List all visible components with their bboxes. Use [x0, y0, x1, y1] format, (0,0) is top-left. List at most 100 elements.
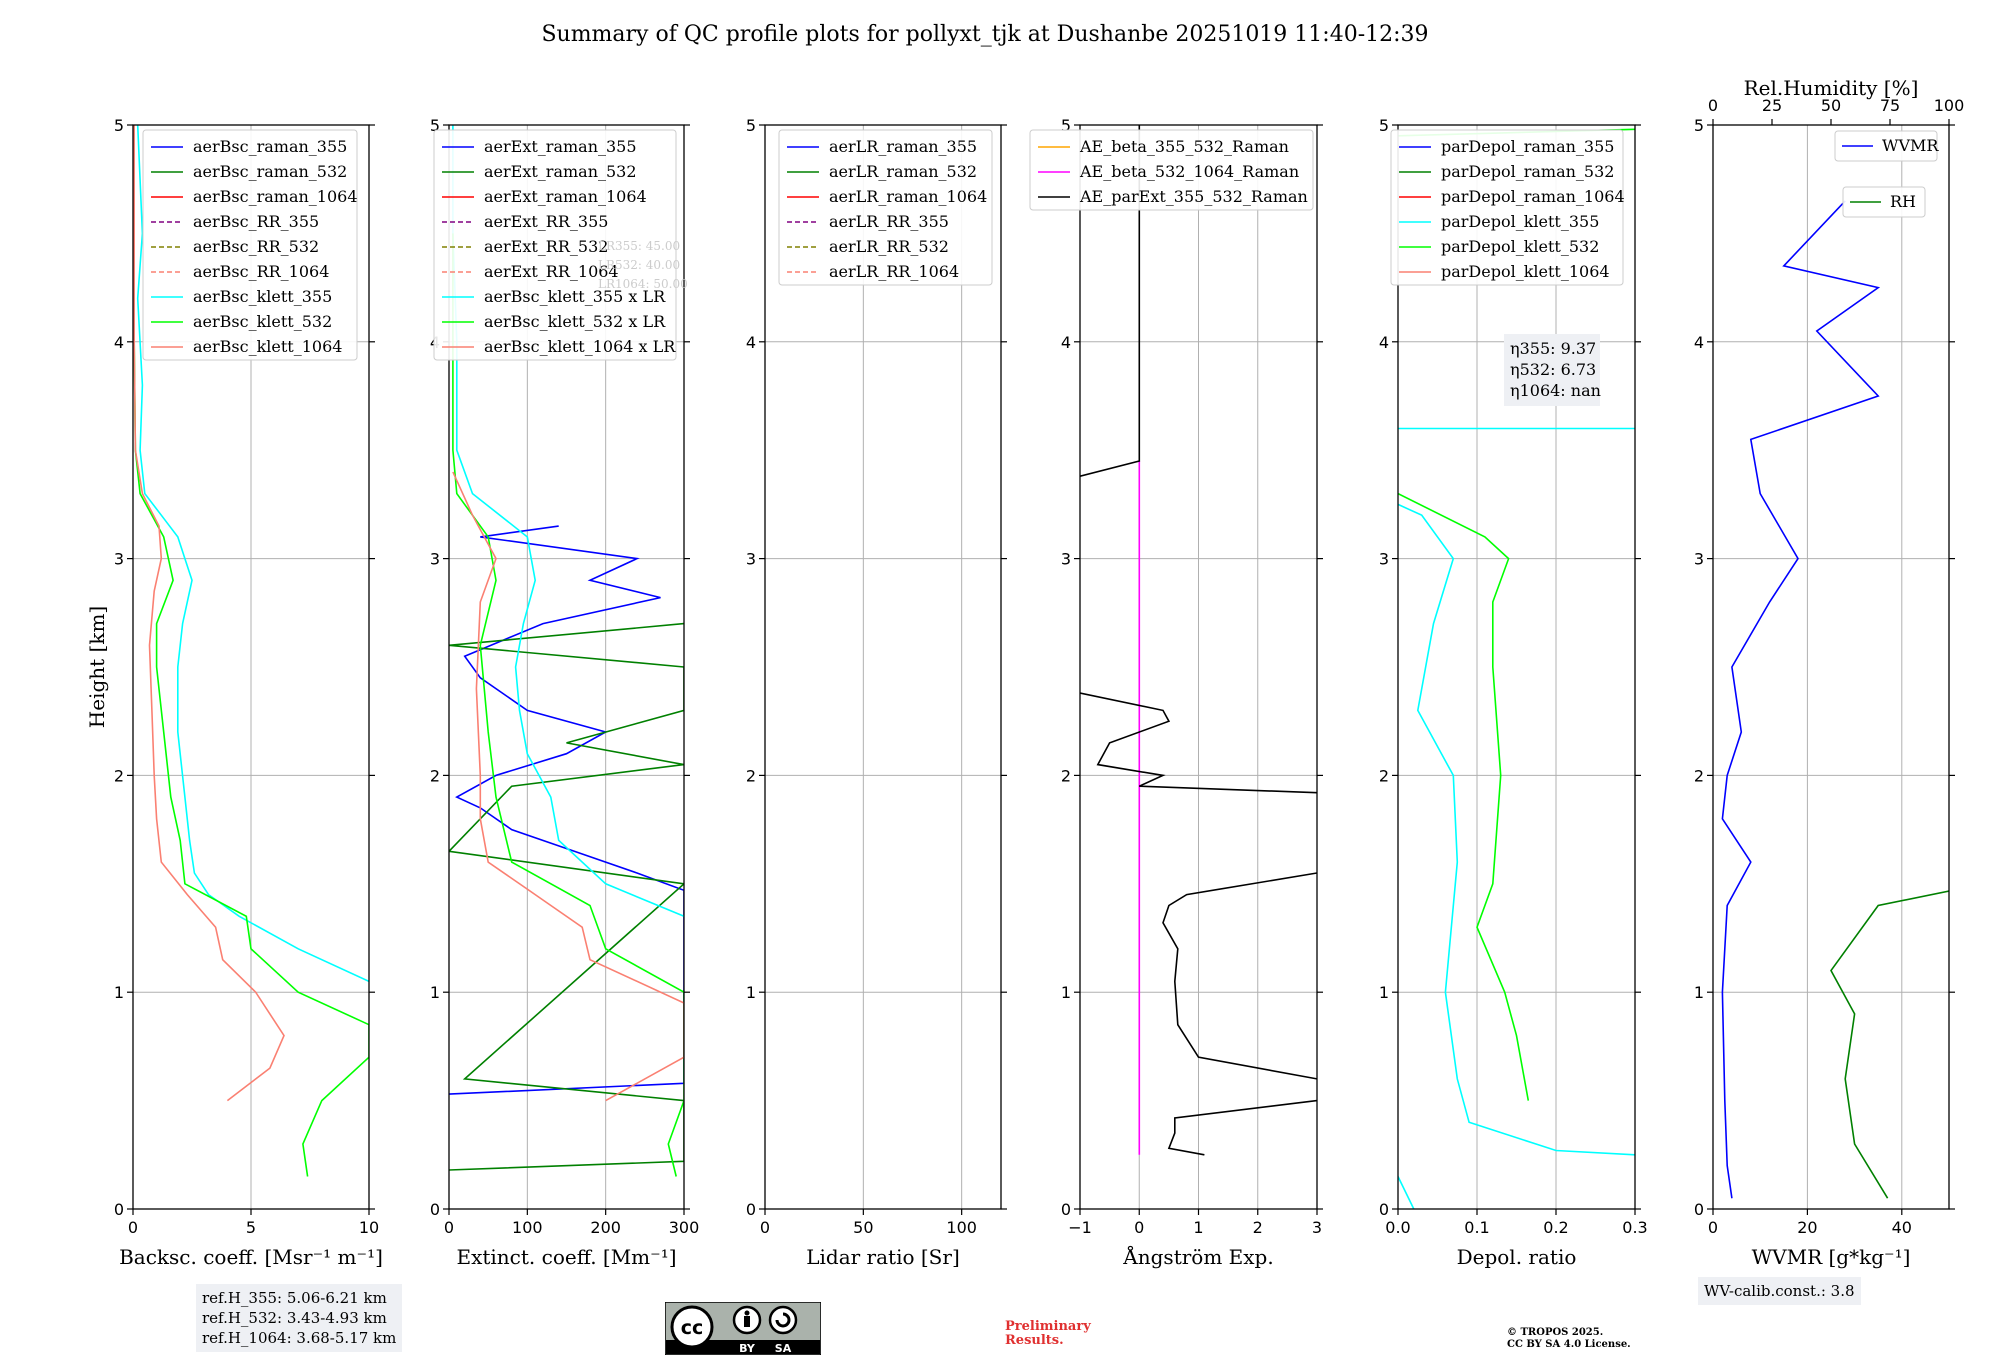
axes-frame — [1712, 124, 1950, 1210]
legend-box-rh — [1842, 186, 1926, 218]
y-tick-label: 1 — [114, 983, 124, 1002]
x-tick-label: 0 — [1134, 1218, 1144, 1237]
eta-label: η1064: nan — [1510, 381, 1601, 400]
panel-extinction: 0100200300012345Extinct. coeff. [Mm⁻¹]ae… — [430, 116, 699, 1269]
y-tick-label: 1 — [1061, 983, 1071, 1002]
legend-label: AE_beta_355_532_Raman — [1079, 137, 1289, 156]
x-tick-label: 0 — [128, 1218, 138, 1237]
y-tick-label: 3 — [114, 550, 124, 569]
legend-box — [142, 129, 358, 361]
y-tick-label: 3 — [746, 550, 756, 569]
lr-overlay-label: LR532: 40.00 — [598, 258, 680, 272]
y-tick-label: 2 — [114, 766, 124, 785]
legend-label: aerBsc_raman_1064 — [193, 187, 358, 206]
x-tick-label: 20 — [1797, 1218, 1817, 1237]
x-tick-label: 3 — [1312, 1218, 1322, 1237]
legend-label: RH — [1890, 192, 1916, 211]
y-tick-label: 2 — [1379, 766, 1389, 785]
top-x-tick-label: 25 — [1762, 96, 1782, 115]
top-x-tick-label: 100 — [1934, 96, 1965, 115]
sa-text: SA — [775, 1342, 792, 1355]
legend-label: aerLR_raman_532 — [829, 162, 977, 181]
series-aerBsc_klett_532 x LR — [452, 233, 684, 1177]
x-tick-label: 200 — [590, 1218, 621, 1237]
y-axis-label: Height [km] — [85, 606, 109, 728]
series-parDepol_klett_355 — [1398, 1176, 1415, 1209]
top-x-tick-label: 0 — [1708, 96, 1718, 115]
y-tick-label: 5 — [746, 116, 756, 135]
legend-label: aerBsc_klett_355 x LR — [484, 287, 666, 306]
legend-label: aerBsc_klett_1064 x LR — [484, 337, 676, 356]
x-tick-label: 100 — [946, 1218, 977, 1237]
y-tick-label: 4 — [1694, 333, 1704, 352]
y-tick-label: 5 — [430, 116, 440, 135]
legend-label: aerBsc_klett_1064 — [193, 337, 342, 356]
panel-water_vapor: 0 20 40 0 1 2 3 4 5 WVMR [g*kg⁻¹] 0 25 50 75 100 Rel.Hu… — [1694, 76, 1965, 1269]
y-tick-label: 2 — [430, 766, 440, 785]
x-tick-label: 0 — [760, 1218, 770, 1237]
cc-badge-text: cc — [681, 1317, 704, 1339]
x-tick-label: 2 — [1253, 1218, 1263, 1237]
sa-icon — [768, 1305, 798, 1335]
lr-overlay-label: LR355: 45.00 — [598, 239, 680, 253]
series-aerBsc_klett_532 — [133, 125, 369, 1177]
eta-label: η355: 9.37 — [1510, 339, 1596, 358]
series-group — [1398, 128, 1635, 1209]
legend-label: aerLR_RR_355 — [829, 212, 949, 231]
series-group — [1080, 125, 1317, 1156]
legend-label: aerBsc_RR_355 — [193, 212, 319, 231]
y-tick-label: 4 — [746, 333, 756, 352]
series-aerBsc_klett_1064 — [133, 125, 285, 1102]
y-tick-label: 3 — [1061, 550, 1071, 569]
x-tick-label: 300 — [669, 1218, 700, 1237]
y-tick-label: 2 — [1061, 766, 1071, 785]
x-tick-label: 0 — [444, 1218, 454, 1237]
x-axis-label: Extinct. coeff. [Mm⁻¹] — [456, 1245, 676, 1269]
y-tick-label: 1 — [430, 983, 440, 1002]
panel-lidar_ratio: 0 50 100 0 1 2 3 4 5 Lidar ratio [Sr] aerLR_raman_… — [746, 116, 1007, 1269]
top-x-tick-label: 75 — [1880, 96, 1900, 115]
axes-frame — [448, 124, 685, 1210]
x-axis-label: Depol. ratio — [1457, 1245, 1577, 1269]
wv-calibration-note: WV-calib.const.: 3.8 — [1698, 1277, 1861, 1305]
x-tick-label: 0 — [1708, 1218, 1718, 1237]
legend-box — [1029, 129, 1314, 211]
y-tick-label: 3 — [1379, 550, 1389, 569]
axes-frame — [764, 124, 1002, 1210]
legend-label: aerBsc_raman_355 — [193, 137, 347, 156]
legend-label: aerBsc_klett_532 x LR — [484, 312, 666, 331]
x-tick-label: 5 — [246, 1218, 256, 1237]
legend-label: aerLR_raman_1064 — [829, 187, 987, 206]
eta-box — [1504, 334, 1600, 406]
series-RH — [1830, 890, 1949, 1199]
legend-label: aerExt_raman_1064 — [484, 187, 647, 206]
series-AE_parExt_355_532_Raman — [1080, 125, 1141, 477]
y-tick-label: 5 — [1061, 116, 1071, 135]
y-tick-label: 1 — [1694, 983, 1704, 1002]
x-axis-label: Ångström Exp. — [1122, 1244, 1273, 1269]
legend-label: aerBsc_RR_532 — [193, 237, 319, 256]
legend-label: parDepol_raman_532 — [1441, 162, 1614, 181]
legend-label: aerExt_raman_355 — [484, 137, 637, 156]
x-tick-label: 50 — [853, 1218, 873, 1237]
legend-label: parDepol_raman_1064 — [1441, 187, 1625, 206]
axes-frame — [1079, 124, 1318, 1210]
x-axis-label: Backsc. coeff. [Msr⁻¹ m⁻¹] — [119, 1245, 383, 1269]
series-WVMR — [1721, 200, 1881, 1199]
legend-box — [778, 129, 993, 286]
preliminary-results-note: Preliminary Results. — [1005, 1319, 1091, 1348]
series-aerExt_raman_355 — [449, 525, 684, 1095]
series-AE_parExt_355_532_Raman — [1167, 1099, 1317, 1156]
top-x-axis-label: Rel.Humidity [%] — [1744, 76, 1919, 100]
x-tick-label: 10 — [359, 1218, 379, 1237]
x-tick-label: 1 — [1193, 1218, 1203, 1237]
x-axis-label: Lidar ratio [Sr] — [806, 1245, 960, 1269]
panel-depolarization: 0.0 0.1 0.2 0.3 0 1 2 3 4 5 Depol. ratio parDepol_r… — [1379, 116, 1648, 1269]
y-tick-label: 4 — [1061, 333, 1071, 352]
legend-box-wvmr — [1834, 130, 1938, 162]
y-tick-label: 2 — [1694, 766, 1704, 785]
y-tick-label: 3 — [1694, 550, 1704, 569]
legend-label: aerExt_RR_1064 — [484, 262, 619, 281]
y-tick-label: 0 — [114, 1200, 124, 1219]
